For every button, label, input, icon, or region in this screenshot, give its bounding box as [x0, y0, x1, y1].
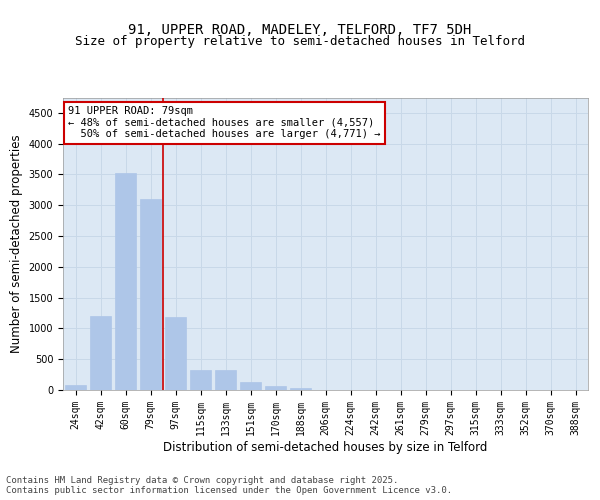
Text: 91 UPPER ROAD: 79sqm
← 48% of semi-detached houses are smaller (4,557)
  50% of : 91 UPPER ROAD: 79sqm ← 48% of semi-detac… [68, 106, 381, 140]
Bar [165, 318, 186, 390]
Bar [290, 388, 311, 390]
Bar [65, 386, 86, 390]
Bar [115, 173, 136, 390]
X-axis label: Distribution of semi-detached houses by size in Telford: Distribution of semi-detached houses by … [163, 440, 488, 454]
Text: Contains HM Land Registry data © Crown copyright and database right 2025.: Contains HM Land Registry data © Crown c… [6, 476, 398, 485]
Text: Contains public sector information licensed under the Open Government Licence v3: Contains public sector information licen… [6, 486, 452, 495]
Bar [215, 370, 236, 390]
Bar [140, 199, 161, 390]
Bar [190, 370, 211, 390]
Bar [90, 316, 111, 390]
Text: 91, UPPER ROAD, MADELEY, TELFORD, TF7 5DH: 91, UPPER ROAD, MADELEY, TELFORD, TF7 5D… [128, 22, 472, 36]
Bar [240, 382, 261, 390]
Text: Size of property relative to semi-detached houses in Telford: Size of property relative to semi-detach… [75, 35, 525, 48]
Bar [265, 386, 286, 390]
Y-axis label: Number of semi-detached properties: Number of semi-detached properties [10, 134, 23, 353]
